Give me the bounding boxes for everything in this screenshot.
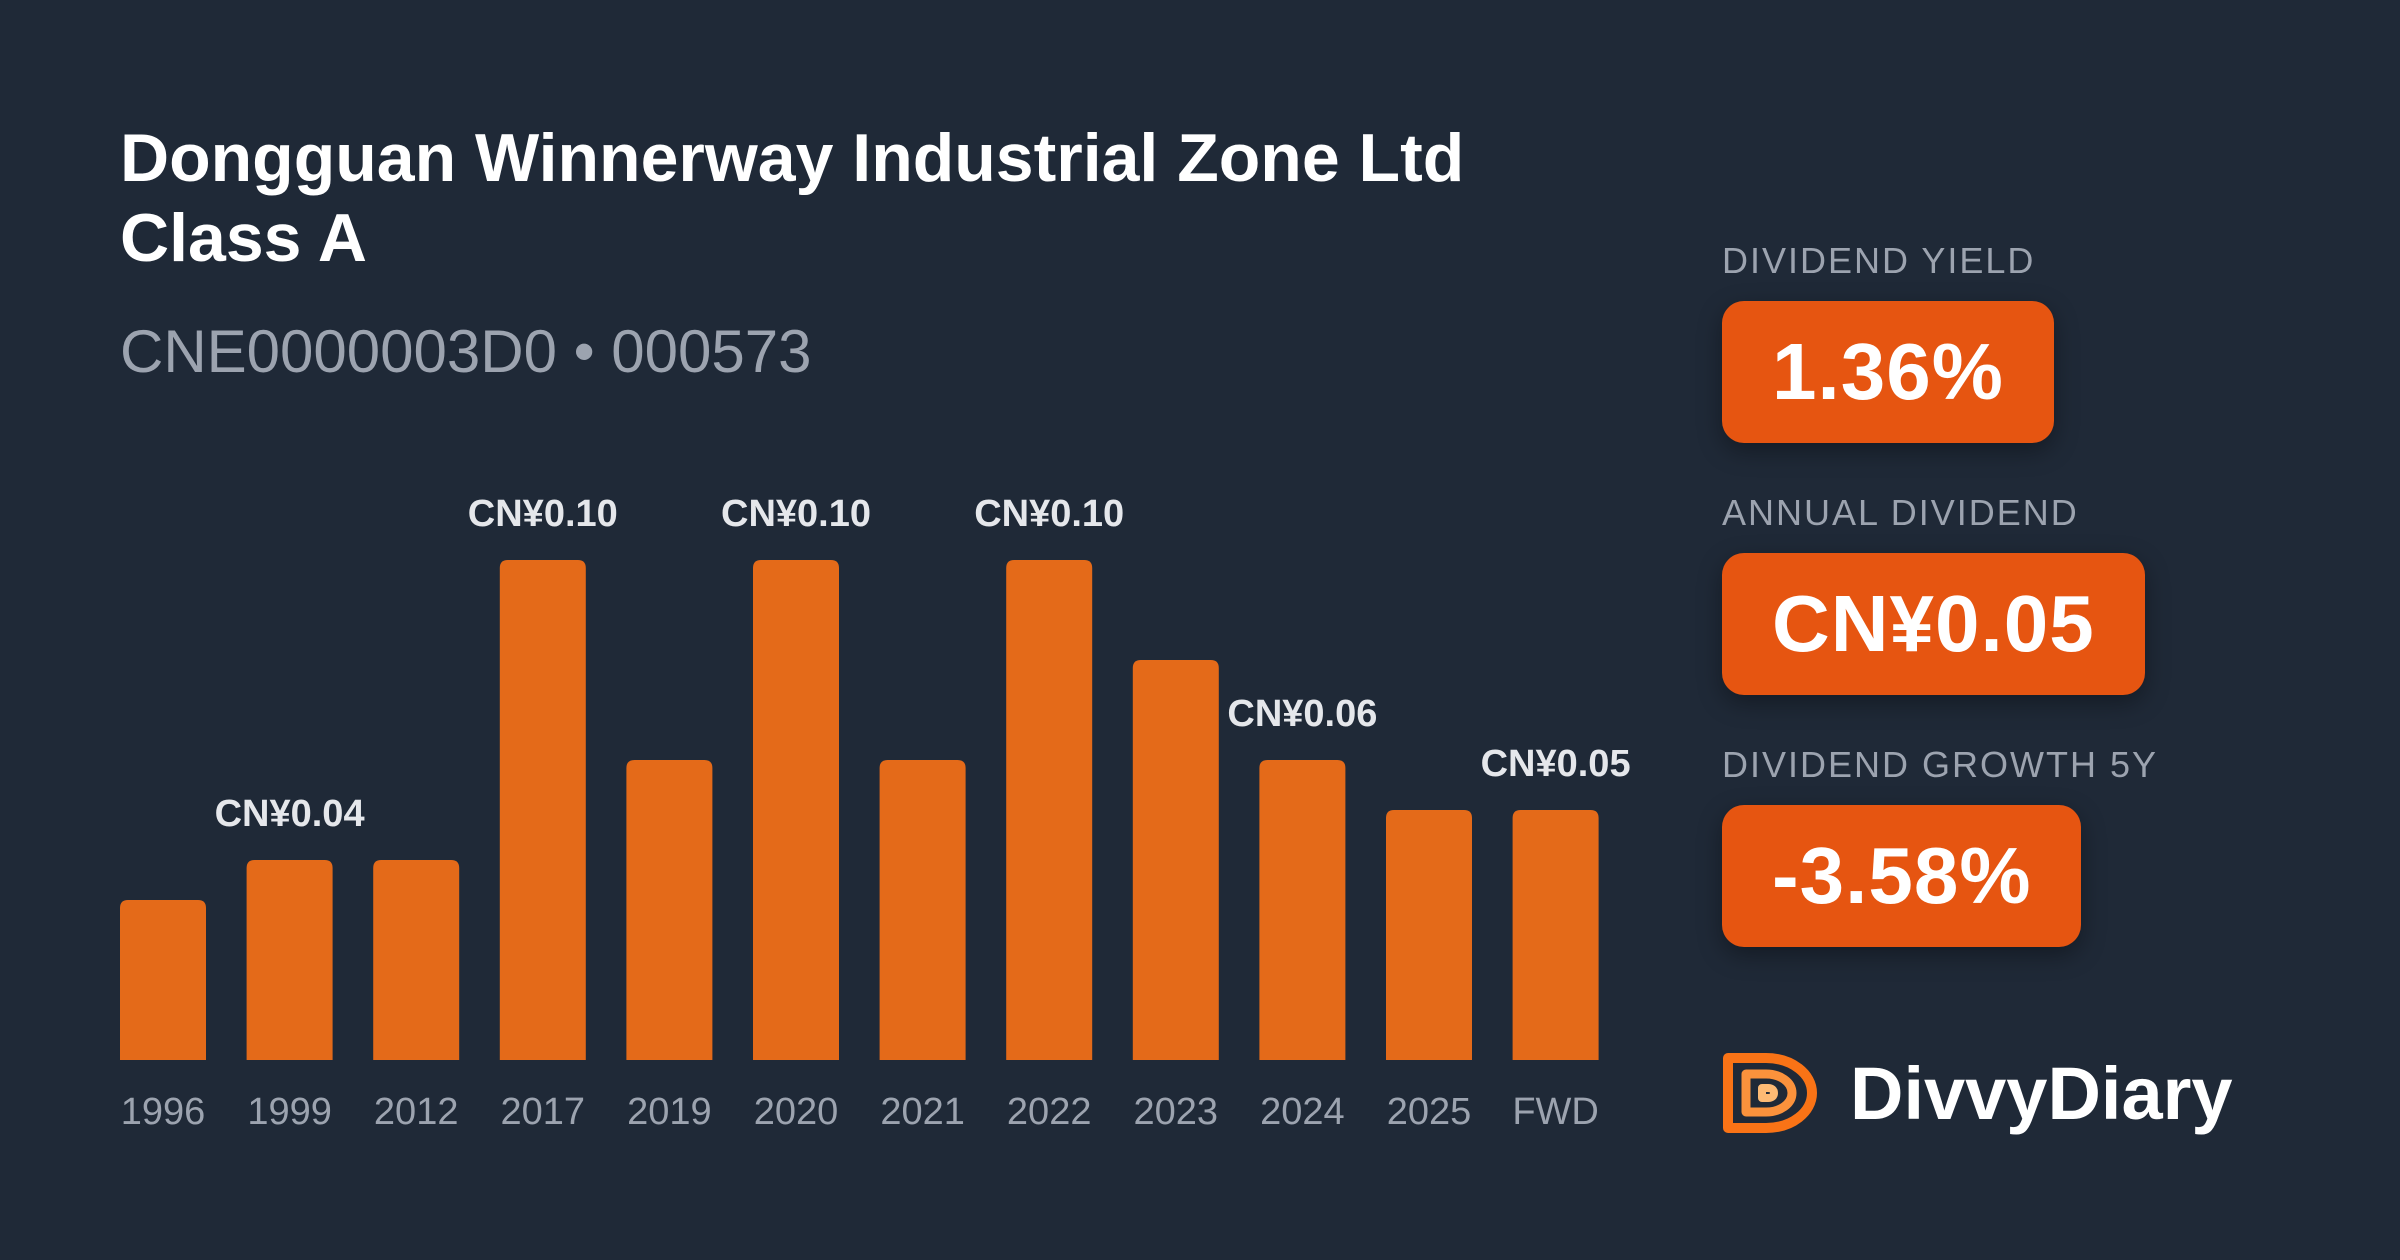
page-title: Dongguan Winnerway Industrial Zone Ltd C… [120,118,1680,278]
data-label-fwd: CN¥0.05 [1481,743,1631,785]
data-label-2024: CN¥0.06 [1227,693,1377,735]
divvydiary-logo-icon [1723,1053,1817,1133]
x-tick-2025: 2025 [1387,1091,1472,1133]
dividend-growth-value: -3.58% [1772,831,2032,920]
bar-2019 [626,760,713,1060]
bar-fwd [1512,810,1599,1060]
bar-2024 [1259,760,1346,1060]
dividend-yield-badge: 1.36% [1722,301,2054,443]
dividend-bar-chart: 1996 1999 CN¥0.04 2012 2017 CN¥0.10 2019 2020 CN… [120,493,1631,1133]
brand: DivvyDiary [1722,1048,2233,1138]
bar-2025 [1386,810,1472,1060]
bar-2017 [499,560,586,1060]
annual-dividend-badge: CN¥0.05 [1722,553,2145,695]
x-tick-1996: 1996 [121,1091,206,1133]
x-tick-2024: 2024 [1260,1091,1345,1133]
x-tick-2019: 2019 [627,1091,712,1133]
x-tick-2017: 2017 [501,1091,586,1133]
bar-2023 [1132,660,1219,1060]
x-tick-2022: 2022 [1007,1091,1092,1133]
x-tick-fwd: FWD [1512,1091,1599,1133]
dividend-growth-label: DIVIDEND GROWTH 5Y [1722,744,2159,785]
bar-2022 [1006,560,1093,1060]
annual-dividend-value: CN¥0.05 [1772,579,2095,668]
data-label-1999: CN¥0.04 [215,793,365,835]
bar-2012 [373,860,460,1060]
data-label-2022: CN¥0.10 [974,493,1124,535]
x-tick-1999: 1999 [247,1091,332,1133]
dividend-yield-label: DIVIDEND YIELD [1722,240,2036,281]
x-tick-2021: 2021 [880,1091,965,1133]
dividend-yield-value: 1.36% [1772,327,2004,416]
x-tick-2012: 2012 [374,1091,459,1133]
x-tick-2020: 2020 [754,1091,839,1133]
bar-1999 [246,860,333,1060]
bar-2021 [879,760,966,1060]
isin-ticker-subtitle: CNE0000003D0 • 000573 [120,318,812,385]
title-line-2: Class A [120,200,367,276]
bar-1996 [120,900,206,1060]
dividend-growth-badge: -3.58% [1722,805,2082,947]
title-line-1: Dongguan Winnerway Industrial Zone Ltd [120,120,1465,196]
data-label-2017: CN¥0.10 [468,493,618,535]
annual-dividend-label: ANNUAL DIVIDEND [1722,492,2079,533]
brand-name: DivvyDiary [1850,1051,2233,1135]
data-label-2020: CN¥0.10 [721,493,871,535]
x-tick-2023: 2023 [1134,1091,1219,1133]
bar-2020 [753,560,839,1060]
